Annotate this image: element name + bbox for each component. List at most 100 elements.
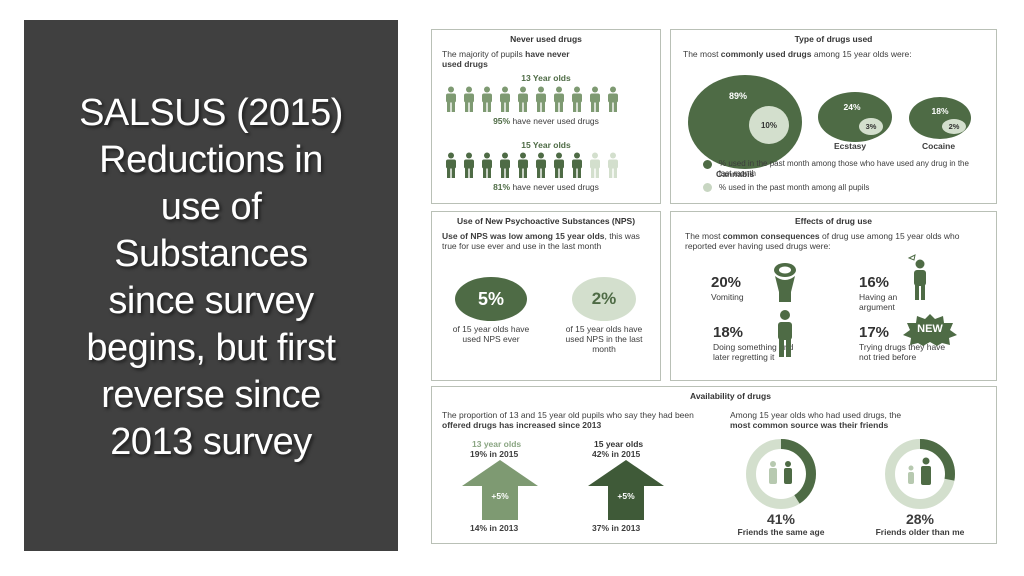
nps-ever-circle: 5% [455,277,527,321]
arrow15-group: 15 year olds [594,439,644,449]
regret-value: 18% [713,324,744,341]
cocaine-circle: 18% [909,97,971,139]
intro-bold: offered drugs has increased since 2013 [442,420,602,430]
donut-same-age [746,439,816,509]
older-label: Friends older than me [875,527,965,537]
source-intro: Among 15 year olds who had used drugs, t… [730,410,990,430]
vomiting-value: 20% [711,274,742,291]
cannabis-pct: 89% [728,91,747,101]
intro-bold: used drugs [442,59,488,69]
title-line: begins, but first [86,327,336,369]
legend-dark-text: % used in the past month among those who… [719,159,969,178]
intro-text: The proportion of 13 and 15 year old pup… [442,410,694,420]
same-age-label: Friends the same age [737,527,825,537]
person-icon [554,152,564,178]
arguing-person-icon [907,254,926,300]
person-icon [500,86,510,112]
person-icon [464,152,474,178]
title-line: Reductions in [99,139,323,181]
new-drugs-label: Trying drugs they have not tried before [859,342,946,362]
age13-pct: 95% [493,116,511,126]
cannabis-all-pct: 10% [760,120,777,130]
age15-text: have never used drugs [510,182,599,192]
intro-text: of drug use among 15 year olds who repor… [685,231,960,251]
person-icon [518,86,528,112]
arrow15-now: 42% in 2015 [592,449,641,459]
ecstasy-inner-circle: 3% [859,118,883,135]
offered-intro: The proportion of 13 and 15 year old pup… [442,410,712,430]
age15-label: 15 Year olds [521,140,571,150]
ecstasy-circle: 24% [818,92,892,142]
drug-types-panel: Type of drugs used The most commonly use… [670,29,997,204]
never-used-intro: The majority of pupils have never used dr… [442,49,642,69]
panel-title: Type of drugs used [794,34,873,44]
age15-pct: 81% [493,182,511,192]
panel-title: Use of New Psychoactive Substances (NPS) [456,216,636,226]
person-icon [446,86,456,112]
person-icon [608,152,618,178]
availability-panel: Availability of drugs The proportion of … [431,386,997,544]
donut-arc [746,439,816,509]
title-line: SALSUS (2015) [79,92,343,134]
two-people-icon [769,461,792,484]
toilet-icon [774,263,796,302]
legend-light-dot [703,183,712,192]
nps-month-caption: of 15 year olds have used NPS in the las… [565,324,643,354]
panel-title: Effects of drug use [795,216,872,226]
arrow13-change: +5% [491,491,509,501]
new-badge-icon [903,314,957,346]
person-icon [482,86,492,112]
cocaine-label: Cocaine [922,141,956,151]
arrow15-before: 37% in 2013 [592,523,641,533]
arrow-13-up [462,460,538,520]
title-panel: SALSUS (2015) Reductions in use of Subst… [24,20,398,551]
intro-text: The majority of pupils [442,49,526,59]
person-icon [536,152,546,178]
adult-and-child-icon [908,457,931,485]
never-used-panel: Never used drugs The majority of pupils … [431,29,661,204]
intro-text: Among 15 year olds who had used drugs, t… [730,410,902,420]
argument-value: 16% [859,274,890,291]
title-line: use of [160,186,262,228]
person-icon [482,152,492,178]
age13-text: have never used drugs [510,116,599,126]
arrow13-group: 13 year olds [472,439,522,449]
intro-bold: most common source was their friends [730,420,889,430]
person-icon [590,152,600,178]
person-icon [572,152,582,178]
cannabis-inner-circle: 10% [749,106,789,144]
nps-panel: Use of New Psychoactive Substances (NPS)… [431,211,661,381]
age15-stat: 81% have never used drugs [432,182,660,192]
nps-month-value: 2% [591,289,617,308]
donut-older [885,439,955,509]
person-icon [500,152,510,178]
intro-text: The most [685,231,723,241]
person-icon [572,86,582,112]
arrow15-change: +5% [617,491,635,501]
cocaine-inner-circle: 2% [942,119,966,134]
person-icon [464,86,474,112]
intro-text: The most [683,49,721,59]
title-line: Substances [114,233,308,275]
intro-bold: have never [525,49,570,59]
age13-stat: 95% have never used drugs [432,116,660,126]
legend-dark-dot [703,160,712,169]
person-icon [608,86,618,112]
arrow-15-up [588,460,664,520]
panel-title: Availability of drugs [690,391,771,401]
nps-ever-value: 5% [477,288,504,309]
intro-bold: Use of NPS was low among 15 year olds [442,231,605,241]
argument-label: Having an argument [859,292,898,312]
person-icon [778,310,792,357]
types-intro: The most commonly used drugs among 15 ye… [683,49,912,59]
new-drugs-value: 17% [859,324,890,341]
cannabis-label: Cannabis [716,169,755,179]
title-line: 2013 survey [110,421,312,463]
donut-arc [885,439,955,509]
ecstasy-all-pct: 3% [865,122,877,131]
person-icon [518,152,528,178]
person-icon [536,86,546,112]
legend-light-text: % used in the past month among all pupil… [719,183,870,192]
intro-text: among 15 year olds were: [811,49,912,59]
title-line: reverse since [101,374,321,416]
